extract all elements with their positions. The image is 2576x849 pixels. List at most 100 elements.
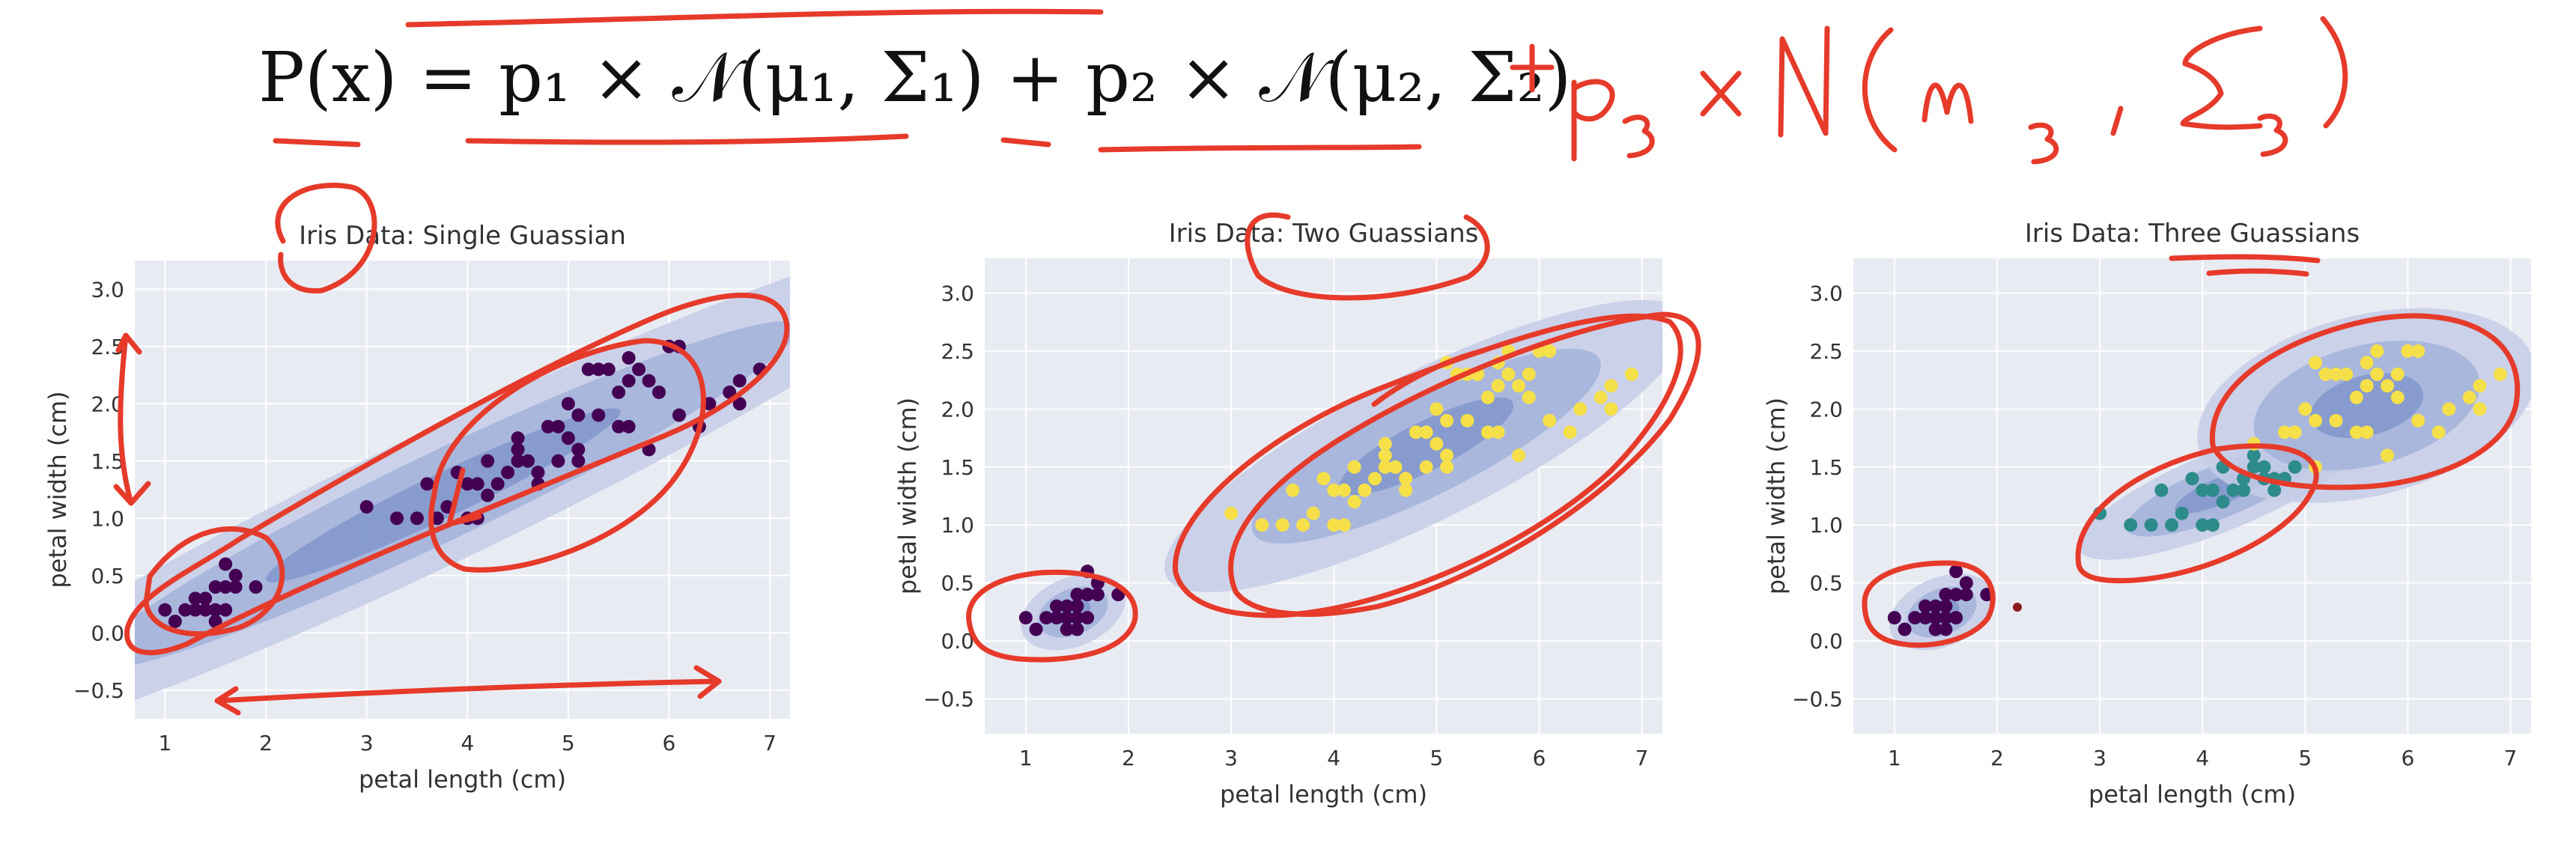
data-point [1018, 611, 1033, 625]
data-point [732, 397, 747, 411]
data-point [1378, 448, 1392, 463]
data-point [2175, 506, 2189, 520]
data-point [1419, 425, 1433, 439]
data-point [461, 477, 475, 491]
x-tick-label: 3 [1224, 746, 1238, 770]
y-tick-label: 0.5 [91, 564, 124, 588]
x-tick-label: 5 [1430, 746, 1443, 770]
data-point [2216, 495, 2230, 509]
x-tick-label: 2 [1122, 746, 1135, 770]
data-point [168, 614, 182, 628]
data-point [1624, 367, 1638, 381]
data-point [1070, 622, 1084, 636]
data-point [511, 442, 525, 457]
data-point [1060, 599, 1074, 613]
y-tick-label: 2.5 [941, 339, 974, 364]
data-point [420, 477, 434, 491]
data-point [1337, 518, 1351, 532]
data-point [1480, 425, 1495, 439]
y-tick-label: 0.5 [1809, 571, 1843, 596]
data-point [1928, 622, 1942, 636]
data-point [1949, 565, 1963, 579]
data-point [1049, 611, 1063, 625]
data-point [1543, 413, 1557, 427]
data-point [410, 511, 424, 526]
x-axis-label: petal length (cm) [1220, 780, 1427, 809]
data-point [1286, 483, 1300, 497]
data-point [2247, 448, 2261, 463]
data-point [2298, 402, 2312, 416]
chart-1-annotations [113, 182, 790, 716]
data-point [2442, 402, 2456, 416]
data-point [1939, 599, 1953, 613]
data-point [1306, 506, 1320, 520]
data-point [2144, 518, 2158, 532]
x-tick-label: 6 [1533, 746, 1546, 770]
data-point [249, 580, 263, 594]
data-point [1081, 588, 1095, 602]
data-point [1327, 518, 1341, 532]
x-tick-label: 4 [1327, 746, 1340, 770]
data-point [1358, 483, 1372, 497]
data-point [1060, 611, 1074, 625]
data-point [581, 362, 595, 377]
data-point [1378, 436, 1392, 451]
x-tick-label: 2 [1990, 746, 2004, 770]
data-point [1918, 611, 1932, 625]
data-point [1512, 448, 1526, 463]
y-tick-label: 1.5 [941, 455, 974, 480]
data-point [2267, 483, 2282, 497]
y-tick-label: 2.0 [1809, 397, 1843, 422]
x-tick-label: 6 [663, 731, 676, 755]
data-point [188, 591, 202, 606]
chart-two-gaussians: 1 2 3 4 5 6 7 −0.5 0.0 0.5 1.0 1.5 2.0 2.5 3.0 petal le… [893, 219, 1662, 809]
data-point [672, 408, 686, 422]
data-point [1070, 588, 1084, 602]
data-point [2288, 425, 2302, 439]
data-point [2205, 518, 2220, 532]
data-point [723, 385, 737, 399]
data-point [1081, 611, 1095, 625]
data-point [551, 454, 565, 468]
data-point [1594, 390, 1608, 404]
data-point [1327, 483, 1341, 497]
data-point [601, 362, 616, 377]
data-point [1378, 460, 1392, 474]
data-point [490, 477, 505, 491]
data-point [2493, 367, 2507, 381]
y-tick-label: 0.5 [941, 571, 974, 596]
data-point [1296, 518, 1310, 532]
data-point [1887, 611, 1901, 625]
data-point [612, 419, 626, 433]
data-point [1898, 622, 1912, 636]
data-point [1908, 611, 1922, 625]
data-point [2329, 367, 2343, 381]
data-point [219, 603, 233, 617]
x-tick-label: 7 [2504, 746, 2518, 770]
data-point [1347, 495, 1361, 509]
data-point [2205, 483, 2220, 497]
x-tick-label: 1 [1888, 746, 1901, 770]
x-tick-label: 7 [1635, 746, 1649, 770]
x-tick-label: 3 [2093, 746, 2106, 770]
data-point [612, 385, 626, 399]
data-point [592, 362, 606, 377]
data-point [2349, 390, 2363, 404]
data-point [2360, 379, 2374, 393]
data-point [158, 603, 172, 617]
data-point [1070, 611, 1084, 625]
data-point [2309, 356, 2323, 370]
data-point [430, 511, 444, 526]
chart-three-gaussians: 1 2 3 4 5 6 7 −0.5 0.0 0.5 1.0 1.5 2.0 2.5 3.0 petal le… [1762, 219, 2531, 809]
chart-title: Iris Data: Three Guassians [2025, 219, 2360, 249]
data-point [1388, 460, 1403, 474]
data-point [1949, 588, 1963, 602]
data-point [1090, 588, 1105, 602]
data-point [1939, 622, 1953, 636]
y-axis-label: petal width (cm) [893, 398, 922, 594]
x-axis-label: petal length (cm) [359, 765, 566, 794]
handwritten-formula [1510, 16, 2348, 165]
x-tick-label: 5 [562, 731, 575, 755]
x-tick-label: 4 [461, 731, 474, 755]
